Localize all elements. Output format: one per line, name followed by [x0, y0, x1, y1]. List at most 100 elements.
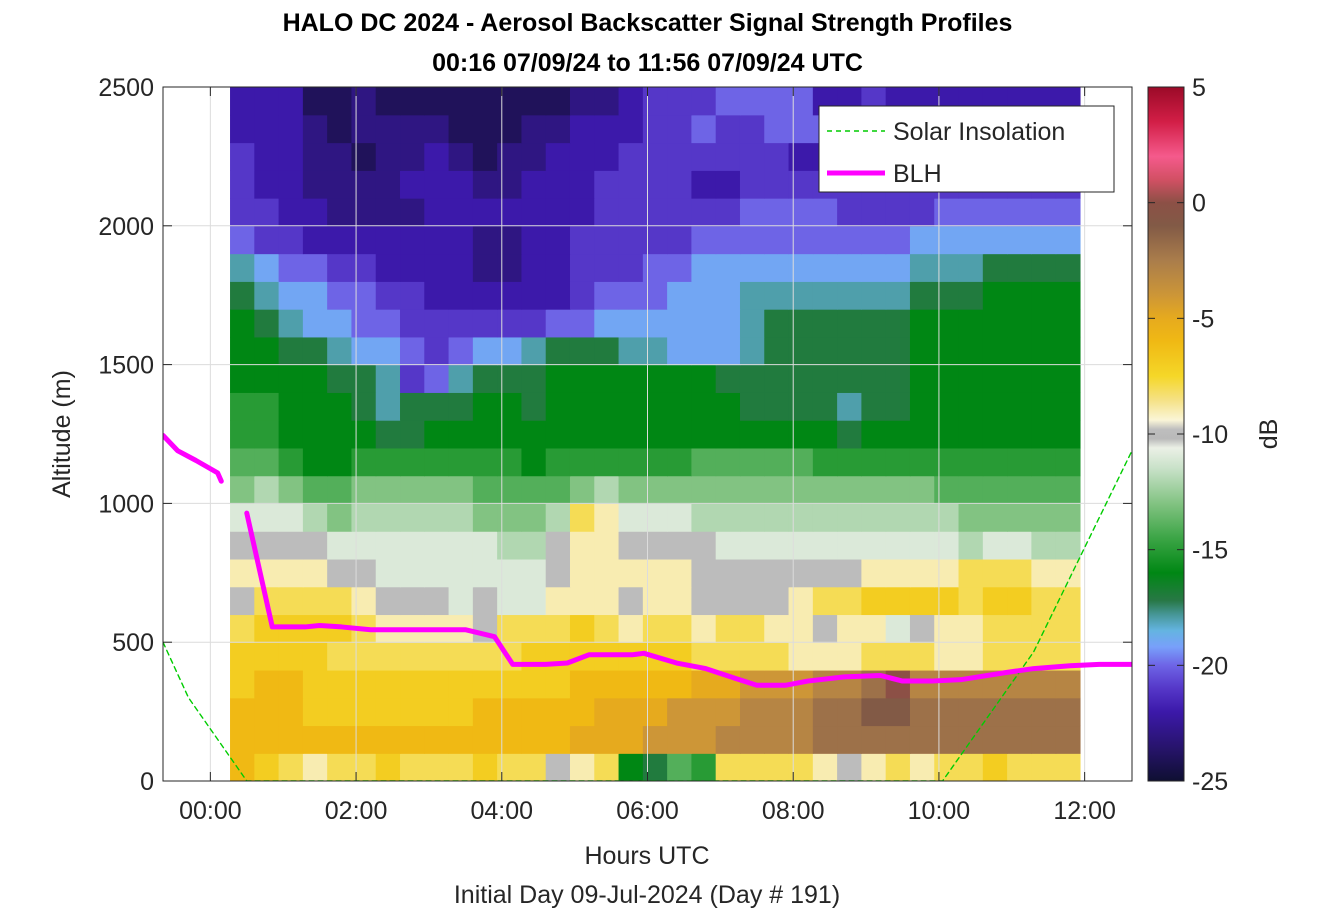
- heatmap-cell: [278, 420, 304, 449]
- heatmap-cell: [400, 558, 425, 588]
- heatmap-cell: [861, 447, 887, 477]
- heatmap-cell: [837, 725, 862, 754]
- heatmap-cell: [497, 198, 523, 227]
- heatmap-cell: [1055, 309, 1081, 338]
- heatmap-cell: [982, 420, 1008, 449]
- heatmap-cell: [351, 531, 377, 560]
- heatmap-cell: [569, 336, 595, 366]
- heatmap-cell: [764, 447, 790, 477]
- heatmap-cell: [375, 281, 401, 310]
- heatmap-cell: [521, 309, 547, 338]
- heatmap-cell: [400, 309, 425, 338]
- colorbar-tick-label: -20: [1192, 652, 1228, 680]
- heatmap-cell: [837, 198, 862, 227]
- heatmap-cell: [764, 336, 790, 366]
- heatmap-cell: [812, 198, 838, 227]
- heatmap-cell: [715, 225, 741, 255]
- heatmap-cell: [278, 447, 304, 477]
- heatmap-cell: [497, 586, 523, 616]
- heatmap-cell: [278, 725, 304, 754]
- heatmap-cell: [254, 170, 280, 199]
- heatmap-cell: [885, 281, 911, 310]
- heatmap-cell: [861, 198, 887, 227]
- heatmap-cell: [764, 281, 790, 310]
- chart-title: HALO DC 2024 - Aerosol Backscatter Signa…: [282, 9, 1013, 37]
- heatmap-cell: [545, 697, 571, 727]
- heatmap-cell: [375, 142, 401, 171]
- heatmap-cell: [667, 503, 693, 532]
- heatmap-cell: [934, 364, 960, 393]
- heatmap-cell: [642, 586, 668, 616]
- heatmap-cell: [400, 198, 425, 227]
- heatmap-cell: [618, 309, 644, 338]
- heatmap-cell: [351, 225, 377, 255]
- heatmap-cell: [715, 392, 741, 421]
- heatmap-cell: [861, 336, 887, 366]
- heatmap-cell: [351, 281, 377, 310]
- heatmap-cell: [327, 697, 353, 727]
- heatmap-cell: [715, 642, 741, 671]
- heatmap-cell: [861, 225, 887, 255]
- heatmap-cell: [497, 87, 523, 116]
- heatmap-cell: [958, 225, 984, 255]
- heatmap-cell: [861, 475, 887, 504]
- heatmap-cell: [375, 725, 401, 754]
- heatmap-cell: [982, 753, 1008, 781]
- heatmap-cell: [715, 336, 741, 366]
- y-tick-label: 500: [112, 629, 154, 657]
- heatmap-cell: [230, 558, 255, 588]
- heatmap-cell: [400, 364, 425, 393]
- colorbar-tick-label: -15: [1192, 537, 1228, 565]
- heatmap-cell: [764, 753, 790, 781]
- heatmap-cell: [618, 669, 644, 699]
- heatmap-cell: [351, 642, 377, 671]
- heatmap-cell: [569, 697, 595, 727]
- heatmap-cell: [812, 614, 838, 643]
- heatmap-cell: [958, 475, 984, 504]
- heatmap-cell: [230, 392, 255, 421]
- heatmap-cell: [497, 420, 523, 449]
- heatmap-cell: [909, 531, 935, 560]
- heatmap-cell: [472, 642, 498, 671]
- heatmap-cell: [497, 669, 523, 699]
- heatmap-cell: [885, 392, 911, 421]
- heatmap-cell: [1055, 475, 1081, 504]
- heatmap-cell: [788, 281, 814, 310]
- heatmap-cell: [642, 531, 668, 560]
- heatmap-cell: [545, 614, 571, 643]
- heatmap-cell: [837, 364, 862, 393]
- heatmap-cell: [569, 225, 595, 255]
- heatmap-cell: [909, 309, 935, 338]
- heatmap-cell: [594, 253, 620, 282]
- heatmap-cell: [351, 198, 377, 227]
- heatmap-cell: [837, 475, 862, 504]
- heatmap-cell: [715, 142, 741, 171]
- x-axis-label: Hours UTC: [584, 842, 709, 870]
- heatmap-cell: [909, 725, 935, 754]
- heatmap-cell: [715, 309, 741, 338]
- heatmap-cell: [885, 475, 911, 504]
- heatmap-cell: [764, 392, 790, 421]
- heatmap-cell: [739, 170, 765, 199]
- heatmap-cell: [594, 281, 620, 310]
- heatmap-cell: [667, 420, 693, 449]
- heatmap-cell: [885, 447, 911, 477]
- heatmap-cell: [958, 198, 984, 227]
- heatmap-cell: [521, 558, 547, 588]
- heatmap-cell: [448, 697, 474, 727]
- heatmap-cell: [1031, 281, 1057, 310]
- heatmap-cell: [788, 170, 814, 199]
- heatmap-cell: [448, 253, 474, 282]
- heatmap-cell: [715, 558, 741, 588]
- heatmap-cell: [861, 558, 887, 588]
- heatmap-cell: [788, 114, 814, 144]
- heatmap-cell: [691, 420, 717, 449]
- heatmap-cell: [788, 531, 814, 560]
- heatmap-cell: [691, 669, 717, 699]
- y-tick-label: 2000: [98, 213, 154, 241]
- heatmap-cell: [375, 198, 401, 227]
- heatmap-cell: [472, 669, 498, 699]
- heatmap-cell: [667, 87, 693, 116]
- heatmap-cell: [837, 753, 862, 781]
- heatmap-cell: [885, 336, 911, 366]
